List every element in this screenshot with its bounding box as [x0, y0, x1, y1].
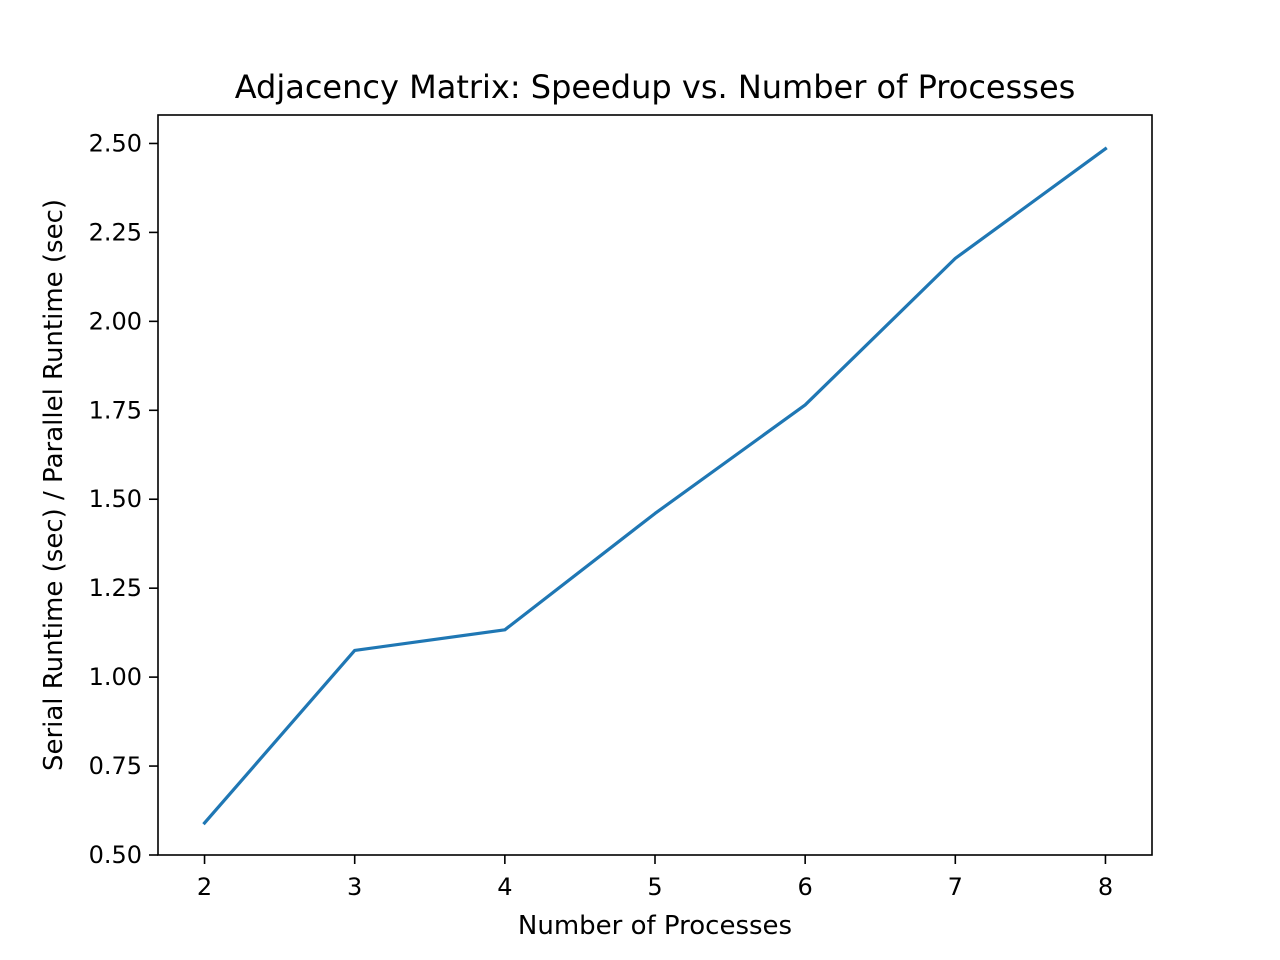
y-tick-label: 0.50	[89, 841, 142, 869]
x-tick-label: 6	[798, 873, 813, 901]
chart-title: Adjacency Matrix: Speedup vs. Number of …	[235, 68, 1076, 106]
x-tick-label: 4	[497, 873, 512, 901]
x-tick-label: 3	[347, 873, 362, 901]
y-tick-label: 1.50	[89, 485, 142, 513]
x-tick-label: 2	[197, 873, 212, 901]
x-axis: 2 3 4 5 6 7 8	[197, 855, 1113, 901]
y-tick-label: 1.25	[89, 574, 142, 602]
x-tick-label: 7	[948, 873, 963, 901]
y-tick-label: 1.75	[89, 396, 142, 424]
x-tick-label: 8	[1098, 873, 1113, 901]
y-tick-label: 0.75	[89, 752, 142, 780]
plot-frame	[157, 114, 1153, 856]
x-tick-label: 5	[647, 873, 662, 901]
y-tick-label: 2.00	[89, 307, 142, 335]
series-line	[202, 146, 1108, 826]
series-layer	[202, 146, 1108, 826]
x-axis-label: Number of Processes	[518, 911, 792, 941]
y-axis-label: Serial Runtime (sec) / Parallel Runtime …	[39, 199, 69, 771]
y-tick-label: 2.50	[89, 129, 142, 157]
y-axis: 0.50 0.75 1.00 1.25 1.50 1.75 2.00 2.25 2.50	[89, 129, 158, 869]
y-tick-label: 1.00	[89, 663, 142, 691]
y-tick-label: 2.25	[89, 218, 142, 246]
